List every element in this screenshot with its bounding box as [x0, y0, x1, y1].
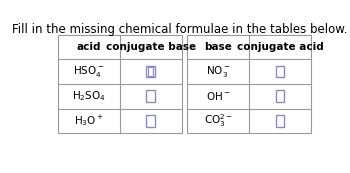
- Text: $\mathrm{H_3O^+}$: $\mathrm{H_3O^+}$: [74, 113, 104, 128]
- Bar: [58, 35, 182, 133]
- Text: $\mathrm{HSO_4^-}$: $\mathrm{HSO_4^-}$: [73, 64, 104, 79]
- Text: $\mathrm{OH^-}$: $\mathrm{OH^-}$: [206, 90, 231, 102]
- Bar: [146, 90, 155, 102]
- Bar: [148, 67, 153, 76]
- Text: $\mathrm{H_2SO_4}$: $\mathrm{H_2SO_4}$: [72, 89, 106, 103]
- Text: $\mathrm{NO_3^-}$: $\mathrm{NO_3^-}$: [206, 64, 231, 79]
- Bar: [187, 35, 311, 133]
- Bar: [146, 115, 155, 127]
- Bar: [276, 115, 285, 127]
- Text: conjugate acid: conjugate acid: [237, 42, 323, 52]
- Text: Fill in the missing chemical formulae in the tables below.: Fill in the missing chemical formulae in…: [12, 23, 347, 36]
- Bar: [146, 66, 155, 77]
- Text: $\mathrm{CO_3^{2-}}$: $\mathrm{CO_3^{2-}}$: [204, 112, 232, 129]
- Bar: [276, 90, 285, 102]
- Text: conjugate base: conjugate base: [106, 42, 196, 52]
- Text: base: base: [204, 42, 232, 52]
- Text: acid: acid: [76, 42, 101, 52]
- Bar: [276, 66, 285, 77]
